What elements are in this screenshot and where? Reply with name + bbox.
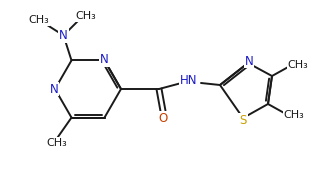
Text: N: N: [59, 29, 68, 42]
Text: CH₃: CH₃: [28, 15, 49, 25]
Text: O: O: [158, 112, 168, 125]
Text: N: N: [50, 83, 58, 96]
Text: N: N: [100, 53, 109, 66]
Text: CH₃: CH₃: [288, 60, 308, 70]
Text: N: N: [244, 54, 253, 67]
Text: S: S: [239, 113, 247, 127]
Text: HN: HN: [180, 74, 198, 86]
Text: CH₃: CH₃: [46, 138, 67, 147]
Text: CH₃: CH₃: [284, 110, 304, 120]
Text: CH₃: CH₃: [75, 11, 96, 21]
